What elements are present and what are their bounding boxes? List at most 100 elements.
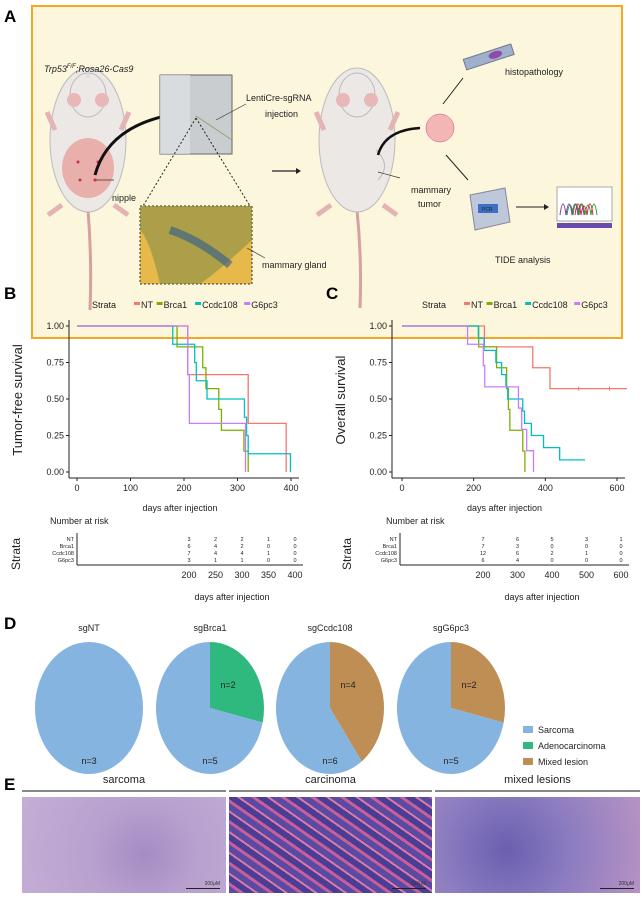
pie-slice-sarcoma [35,642,143,774]
risk-x-tick-label: 300 [510,570,525,580]
pie-count-label: n=4 [340,680,355,690]
pie-charts: sgNT n=3 sgBrca1 n=2 n=5 sgCcdc108 n=4 n=6 sgG6p… [35,623,606,775]
nipple-label: nipple [112,193,136,203]
risk-count: 6 [516,551,519,557]
pie-title: sgCcdc108 [307,623,352,633]
x-tick-label: 400 [538,483,553,493]
risk-row-label-g6pc3: G6pc3 [381,558,397,564]
risk-row-label-brca1: Brca1 [60,544,74,550]
y-tick-label: 0.50 [369,394,387,404]
tumor-label-1: mammary [411,185,451,195]
risk-count: 0 [585,544,588,550]
risk-x-tick-label: 200 [475,570,490,580]
pie-slice-mixed-lesion [451,642,505,723]
x-tick-label: 600 [609,483,624,493]
risk-count: 3 [585,537,588,543]
histopathology-label: histopathology [505,67,564,77]
pie-legend-label: Adenocarcinoma [538,741,606,751]
km-curve-ccdc108 [402,325,586,461]
legend-title: Strata [422,300,446,310]
risk-count: 0 [619,558,622,564]
risk-count: 1 [240,558,243,564]
risk-count: 4 [214,544,217,550]
x-tick-label: 300 [230,483,245,493]
panel-label-d: D [4,614,16,633]
pie-slice-sarcoma [276,642,362,775]
risk-x-tick-label: 200 [181,570,196,580]
pie-legend-swatch [523,742,533,749]
y-axis-label: Tumor-free survival [10,344,25,456]
y-tick-label: 0.00 [46,467,64,477]
y-axis-label: Overall survival [333,355,348,444]
pie-legend-label: Mixed lesion [538,757,588,767]
risk-count: 2 [550,551,553,557]
risk-row-label-brca1: Brca1 [383,544,397,550]
pie-slice-mixed-lesion [330,642,385,762]
pie-count-label: n=5 [443,756,458,766]
injection-label-1: LentiCre-sgRNA [246,93,312,103]
risk-x-tick-label: 400 [287,570,302,580]
histology-image-mixed: 200μM [435,797,640,893]
km-curve-nt [77,325,287,472]
risk-x-tick-label: 300 [234,570,249,580]
legend-label-brca1: Brca1 [164,300,188,310]
scale-bar-label: 200μM [204,881,220,887]
risk-count: 1 [619,537,622,543]
risk-table-y-label: Strata [340,538,354,570]
risk-x-tick-label: 350 [261,570,276,580]
pie-count-label: n=2 [461,680,476,690]
risk-count: 4 [240,551,243,557]
risk-count: 2 [214,537,217,543]
risk-count: 0 [619,544,622,550]
risk-count: 6 [481,558,484,564]
injection-label-2: injection [265,109,298,119]
risk-count: 2 [240,544,243,550]
legend-label-g6pc3: G6pc3 [581,300,608,310]
risk-row-label-ccdc108: Ccdc108 [375,551,397,557]
y-tick-label: 0.50 [46,394,64,404]
x-axis-label: days after injection [467,503,542,513]
risk-table-title: Number at risk [50,516,109,526]
divider [435,790,640,792]
legend-swatch-brca1 [486,302,493,305]
legend-label-ccdc108: Ccdc108 [532,300,568,310]
y-tick-label: 1.00 [46,321,64,331]
arrow-icon [296,168,301,174]
pie-legend-swatch [523,758,533,765]
x-axis-label: days after injection [142,503,217,513]
pie-title: sgG6pc3 [433,623,469,633]
y-tick-label: 0.00 [369,467,387,477]
risk-count: 2 [240,537,243,543]
histology-image-carcinoma: 200μM [229,797,432,893]
km-chart-tumor-free: Strata NT Brca1 Ccdc108 G6pc30.000.250.500.7… [9,300,303,602]
y-tick-label: 0.75 [46,358,64,368]
x-tick-label: 400 [283,483,298,493]
x-tick-label: 0 [74,483,79,493]
legend-swatch-g6pc3 [574,302,581,305]
risk-count: 7 [187,551,190,557]
divider [22,790,226,792]
risk-count: 0 [619,551,622,557]
pie-slice-adenocarcinoma [210,642,264,723]
legend-swatch-ccdc108 [525,302,532,305]
scale-bar-label: 200μM [410,881,426,887]
histology-image-sarcoma: 200μM [22,797,226,893]
legend-title: Strata [92,300,116,310]
legend-label-nt: NT [141,300,153,310]
risk-row-label-nt: NT [67,537,75,543]
pie-legend-label: Sarcoma [538,725,574,735]
risk-count: 1 [267,551,270,557]
mouse-illustration-left [44,67,132,311]
pie-legend-swatch [523,726,533,733]
pie-title: sgBrca1 [193,623,226,633]
risk-count: 3 [516,544,519,550]
panel-label-b: B [4,284,16,303]
panel-label-e: E [4,775,15,794]
x-tick-label: 100 [123,483,138,493]
risk-count: 0 [267,558,270,564]
risk-x-axis-label: days after injection [194,592,269,602]
risk-count: 7 [481,537,484,543]
scale-bar-label: 200μM [618,881,634,887]
risk-x-tick-label: 600 [613,570,628,580]
genotype-label: Trp53F/F;Rosa26-Cas9 [44,64,133,74]
